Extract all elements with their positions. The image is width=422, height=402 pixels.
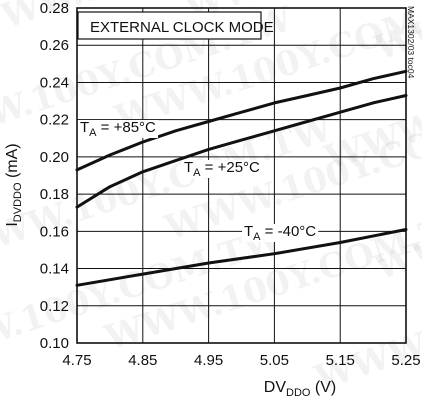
series-layer	[75, 69, 408, 287]
mode-box	[77, 11, 262, 40]
x-tick-label: 5.15	[326, 352, 355, 369]
x-tick-label: 4.95	[194, 352, 223, 369]
y-axis-title-unit: (mA)	[4, 143, 21, 182]
x-tick-label: 4.75	[62, 352, 91, 369]
series-line-minus40c	[75, 228, 408, 287]
y-axis-title: IDVDDO (mA)	[4, 143, 24, 226]
plot-area	[76, 7, 407, 344]
grid	[77, 8, 406, 343]
y-tick-label: 0.20	[40, 149, 69, 166]
chart-code: MAX1302/03 toc04	[406, 6, 416, 79]
series-label-minus40c: TA = -40°C	[244, 223, 316, 243]
y-tick-label: 0.18	[40, 186, 69, 203]
y-tick-label: 0.14	[40, 261, 69, 278]
y-tick-label: 0.22	[40, 112, 69, 129]
y-tick-label: 0.26	[40, 37, 69, 54]
y-tick-label: 0.16	[40, 223, 69, 240]
x-axis-title-unit: (V)	[310, 379, 336, 396]
y-axis-title-sub: DVDDO	[12, 182, 24, 222]
y-tick-label: 0.12	[40, 298, 69, 315]
x-axis-title-sub: DDO	[286, 387, 311, 399]
y-tick-label: 0.10	[40, 335, 69, 352]
x-tick-label: 4.85	[128, 352, 157, 369]
mode-label: EXTERNAL CLOCK MODE	[90, 19, 274, 36]
tick-labels: 0.10 0.12 0.14 0.16 0.18 0.20 0.22 0.24 0.26 0.28…	[40, 0, 421, 369]
x-tick-label: 5.25	[391, 352, 420, 369]
series-label-85c: TA = +85°C	[80, 119, 156, 139]
x-axis-title-main: DV	[264, 379, 287, 396]
y-tick-label: 0.28	[40, 0, 69, 17]
series-line-85c	[75, 69, 408, 172]
series-label-background	[182, 160, 263, 178]
series-label-background	[242, 224, 319, 242]
y-axis-title-main: I	[4, 222, 21, 226]
series-label-background	[78, 120, 159, 138]
series-line-25c	[75, 94, 408, 209]
x-axis-title: DVDDO (V)	[264, 379, 336, 399]
x-tick-label: 5.05	[260, 352, 289, 369]
series-label-25c: TA = +25°C	[184, 159, 260, 179]
y-tick-label: 0.24	[40, 74, 69, 91]
